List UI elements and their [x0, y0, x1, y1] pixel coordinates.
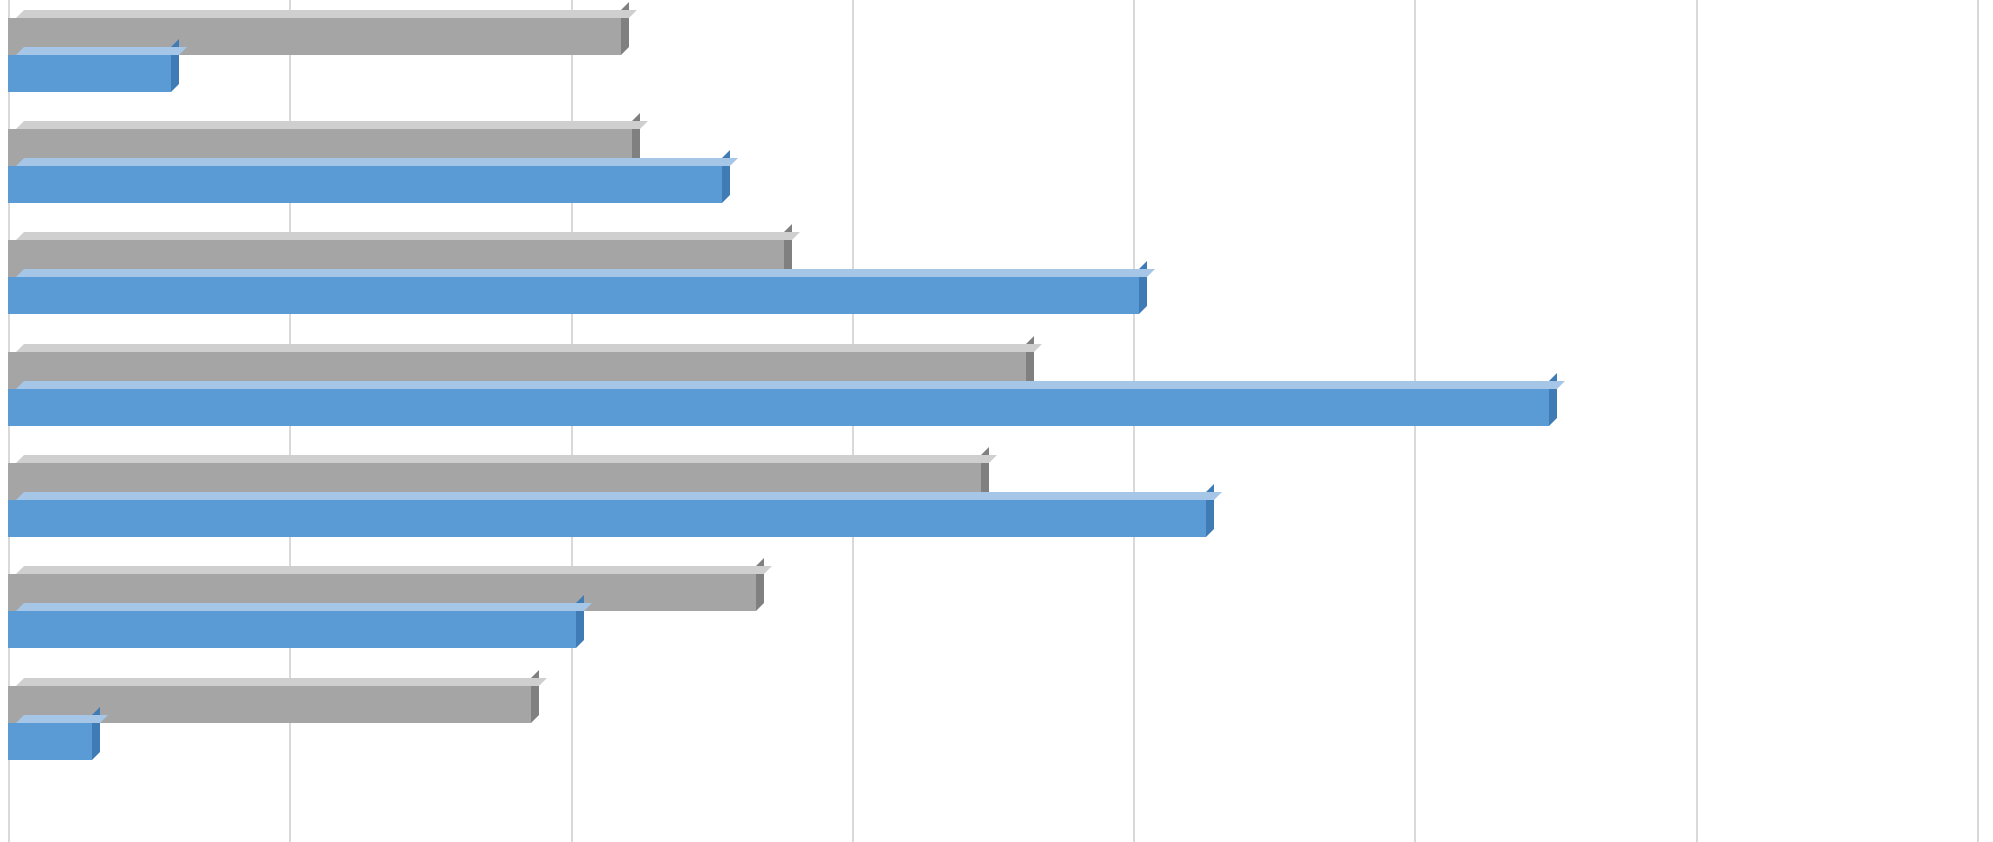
gridline [1696, 0, 1698, 842]
bar-series-a [8, 277, 1139, 314]
bar-series-a [8, 166, 722, 203]
bar-series-a [8, 723, 92, 760]
bar-series-a [8, 500, 1206, 537]
bar-series-a [8, 55, 171, 92]
gridline [1977, 0, 1979, 842]
bar-series-a [8, 611, 576, 648]
bar-series-a [8, 389, 1549, 426]
bar-chart [0, 0, 1993, 842]
plot-area [8, 0, 1985, 842]
